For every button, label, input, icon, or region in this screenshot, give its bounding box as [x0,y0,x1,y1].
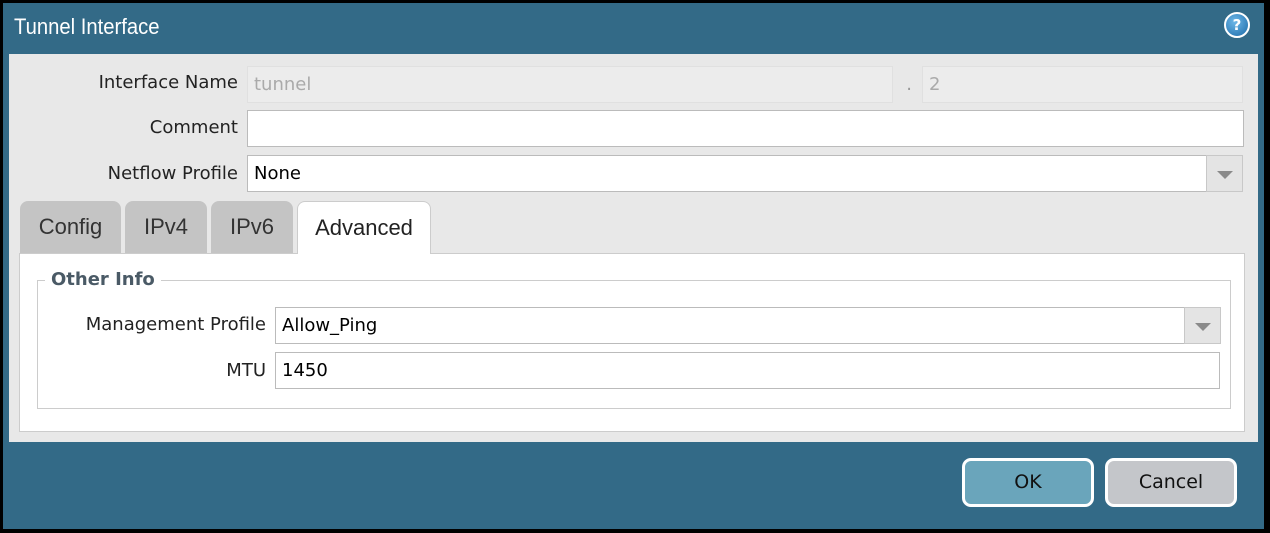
comment-input[interactable] [247,110,1244,147]
tab-config[interactable]: Config [20,201,121,253]
interface-name-input: tunnel [247,66,893,103]
tab-ipv6[interactable]: IPv6 [211,201,293,253]
management-profile-select[interactable]: Allow_Ping [275,307,1185,344]
management-profile-label: Management Profile [85,314,266,335]
netflow-profile-select[interactable]: None [247,155,1207,192]
dialog-title: Tunnel Interface [14,14,160,39]
comment-label: Comment [149,117,238,138]
help-icon[interactable]: ? [1224,12,1250,38]
cancel-button[interactable]: Cancel [1105,458,1237,507]
netflow-dropdown-chevron-icon[interactable] [1206,155,1243,192]
ok-button[interactable]: OK [962,458,1094,507]
interface-suffix-input: 2 [922,66,1243,103]
other-info-title: Other Info [45,269,161,290]
tab-advanced[interactable]: Advanced [297,201,431,254]
interface-separator: . [906,74,912,95]
interface-name-label: Interface Name [98,72,238,93]
netflow-profile-label: Netflow Profile [107,163,238,184]
management-dropdown-chevron-icon[interactable] [1184,307,1221,344]
mtu-input[interactable]: 1450 [275,352,1220,389]
tab-ipv4[interactable]: IPv4 [125,201,207,253]
mtu-label: MTU [226,360,266,381]
other-info-group [37,280,1231,409]
